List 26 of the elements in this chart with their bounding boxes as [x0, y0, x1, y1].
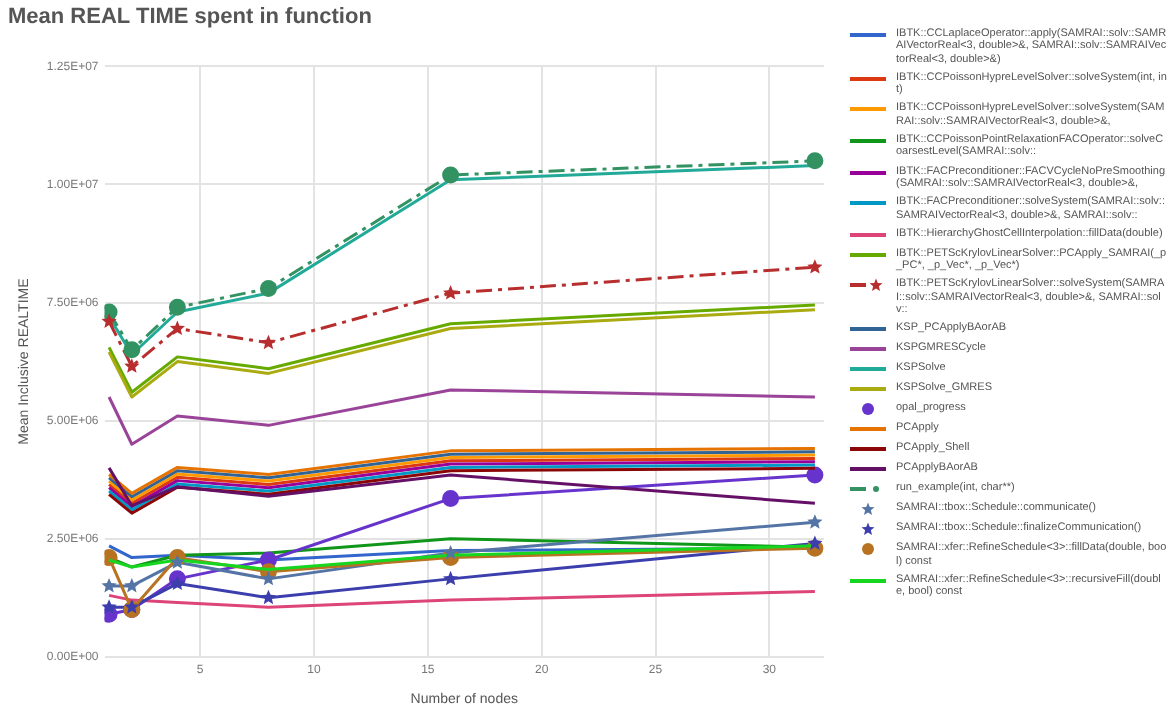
point	[807, 259, 823, 274]
point	[442, 490, 460, 508]
point	[169, 575, 185, 591]
point	[260, 334, 277, 350]
point	[101, 313, 117, 328]
point	[807, 535, 823, 550]
point	[442, 544, 459, 560]
point	[442, 166, 460, 184]
point	[259, 279, 277, 297]
point	[442, 285, 459, 300]
point	[169, 320, 185, 336]
point	[124, 577, 140, 593]
point	[807, 514, 823, 529]
point	[124, 358, 140, 373]
chart-title: Mean REAL TIME spent in function	[8, 5, 373, 30]
point	[260, 589, 277, 605]
point	[806, 152, 824, 170]
point	[169, 554, 185, 569]
point	[168, 298, 186, 316]
point	[123, 341, 141, 359]
point	[124, 599, 140, 614]
point	[101, 577, 117, 593]
point	[260, 570, 277, 586]
point	[442, 570, 459, 586]
point	[101, 599, 117, 614]
point	[806, 466, 824, 484]
